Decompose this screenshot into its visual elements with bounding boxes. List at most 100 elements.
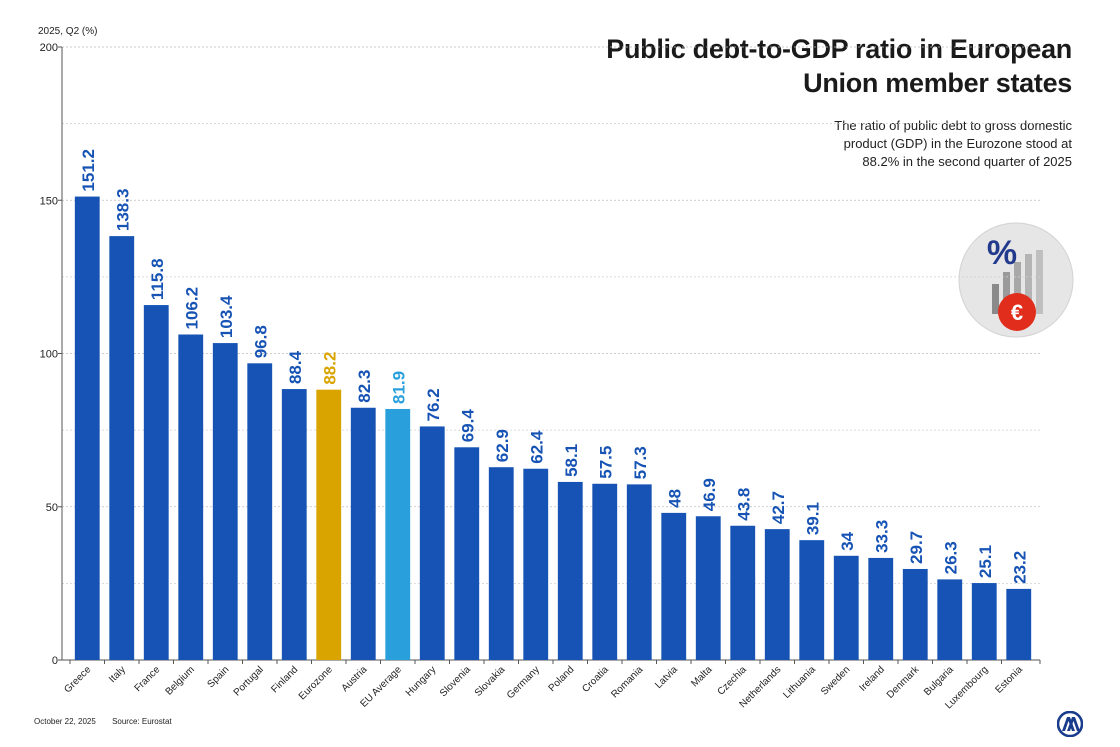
x-category-label: France bbox=[133, 664, 163, 694]
bar-value-label: 48 bbox=[666, 489, 685, 508]
x-category-label: Slovenia bbox=[438, 664, 473, 699]
bar-value-label: 57.3 bbox=[631, 446, 650, 479]
footer: October 22, 2025 Source: Eurostat bbox=[34, 717, 186, 726]
bar bbox=[626, 484, 652, 660]
bar bbox=[178, 334, 204, 660]
bar-value-label: 26.3 bbox=[942, 541, 961, 574]
bar bbox=[902, 568, 928, 660]
bar-value-label: 34 bbox=[838, 531, 857, 550]
bar bbox=[695, 516, 721, 660]
x-category-label: Spain bbox=[206, 664, 232, 690]
bar-value-label: 42.7 bbox=[769, 491, 788, 524]
bar-value-label: 106.2 bbox=[183, 287, 202, 330]
bar bbox=[454, 447, 480, 660]
subtitle-line-2: product (GDP) in the Eurozone stood at bbox=[843, 136, 1072, 151]
bar bbox=[833, 555, 859, 660]
bar bbox=[661, 512, 687, 660]
bar bbox=[764, 529, 790, 660]
x-category-label: Germany bbox=[505, 664, 542, 701]
bar-value-label: 76.2 bbox=[424, 388, 443, 421]
x-category-label: Malta bbox=[689, 664, 714, 689]
x-category-label: Slovakia bbox=[473, 664, 508, 699]
bar-value-label: 43.8 bbox=[735, 488, 754, 521]
bar bbox=[557, 481, 583, 660]
bar bbox=[143, 305, 169, 660]
y-tick-label: 200 bbox=[40, 42, 58, 54]
subtitle-line-1: The ratio of public debt to gross domest… bbox=[834, 118, 1072, 133]
x-category-label: Hungary bbox=[404, 664, 439, 699]
agency-logo-icon bbox=[1057, 711, 1083, 737]
bar-value-label: 46.9 bbox=[700, 478, 719, 511]
bar bbox=[212, 343, 238, 660]
bar-value-label: 96.8 bbox=[252, 325, 271, 358]
title-line-2: Union member states bbox=[803, 68, 1072, 98]
percent-icon: % bbox=[987, 234, 1017, 272]
x-category-label: Lithuania bbox=[781, 664, 818, 701]
bar bbox=[937, 579, 963, 660]
bar bbox=[350, 407, 376, 660]
bar-value-label: 103.4 bbox=[217, 295, 236, 338]
bar bbox=[868, 557, 894, 660]
x-category-label: Finland bbox=[269, 664, 300, 695]
bar bbox=[799, 540, 825, 660]
x-category-label: Sweden bbox=[819, 664, 852, 697]
x-category-label: Latvia bbox=[653, 664, 680, 691]
title-line-1: Public debt-to-GDP ratio in European bbox=[606, 34, 1072, 64]
x-category-label: Romania bbox=[609, 664, 645, 700]
bar-value-label: 58.1 bbox=[562, 444, 581, 477]
footer-date: October 22, 2025 bbox=[34, 717, 96, 726]
bar bbox=[74, 196, 100, 660]
bar bbox=[316, 389, 342, 660]
bar-value-label: 69.4 bbox=[459, 409, 478, 443]
bar-value-label: 33.3 bbox=[873, 520, 892, 553]
bar bbox=[109, 236, 135, 660]
x-category-label: Poland bbox=[547, 664, 577, 694]
bar-value-label: 88.2 bbox=[321, 352, 340, 385]
bar bbox=[281, 389, 307, 660]
x-category-label: Bulgaria bbox=[922, 664, 956, 698]
bar bbox=[1006, 588, 1032, 660]
bar-value-label: 88.4 bbox=[286, 350, 305, 384]
bar-value-label: 81.9 bbox=[390, 371, 409, 404]
y-axis-unit-label: 2025, Q2 (%) bbox=[38, 26, 98, 37]
bar-value-label: 29.7 bbox=[907, 531, 926, 564]
x-category-label: Italy bbox=[107, 664, 128, 685]
bar bbox=[419, 426, 445, 660]
x-category-label: Ireland bbox=[857, 664, 886, 693]
bar bbox=[730, 525, 756, 660]
x-category-label: Eurozone bbox=[297, 664, 335, 702]
bar-value-label: 57.5 bbox=[597, 446, 616, 479]
y-tick-label: 100 bbox=[40, 349, 58, 361]
bar-value-label: 138.3 bbox=[114, 189, 133, 232]
x-category-label: Croatia bbox=[580, 664, 611, 695]
subtitle-line-3: 88.2% in the second quarter of 2025 bbox=[862, 154, 1072, 169]
chart-subtitle: The ratio of public debt to gross domest… bbox=[772, 117, 1072, 171]
chart-title: Public debt-to-GDP ratio in European Uni… bbox=[606, 32, 1072, 100]
bar-value-label: 62.4 bbox=[528, 430, 547, 464]
euro-icon: € bbox=[1011, 300, 1023, 325]
bar bbox=[488, 467, 514, 660]
footer-source: Source: Eurostat bbox=[112, 717, 172, 726]
bar bbox=[971, 583, 997, 660]
x-category-label: Portugal bbox=[232, 664, 266, 698]
bar-value-label: 151.2 bbox=[79, 149, 98, 192]
x-category-label: Austria bbox=[340, 664, 370, 694]
debt-emblem-icon: % € bbox=[958, 222, 1074, 338]
bar-value-label: 82.3 bbox=[355, 370, 374, 403]
x-category-label: Belgium bbox=[164, 664, 197, 697]
y-tick-label: 150 bbox=[40, 195, 58, 207]
bar-value-label: 25.1 bbox=[976, 545, 995, 578]
bar bbox=[592, 483, 618, 660]
bar-value-label: 39.1 bbox=[804, 502, 823, 535]
bar bbox=[385, 408, 411, 660]
bar-value-label: 23.2 bbox=[1011, 551, 1030, 584]
y-tick-label: 50 bbox=[46, 502, 58, 514]
x-category-label: Denmark bbox=[885, 664, 922, 701]
x-category-label: Czechia bbox=[716, 664, 750, 698]
x-category-label: Estonia bbox=[994, 664, 1026, 696]
y-tick-label: 0 bbox=[52, 655, 58, 667]
bar bbox=[247, 363, 273, 660]
x-category-label: Greece bbox=[62, 664, 93, 695]
bar-value-label: 62.9 bbox=[493, 429, 512, 462]
